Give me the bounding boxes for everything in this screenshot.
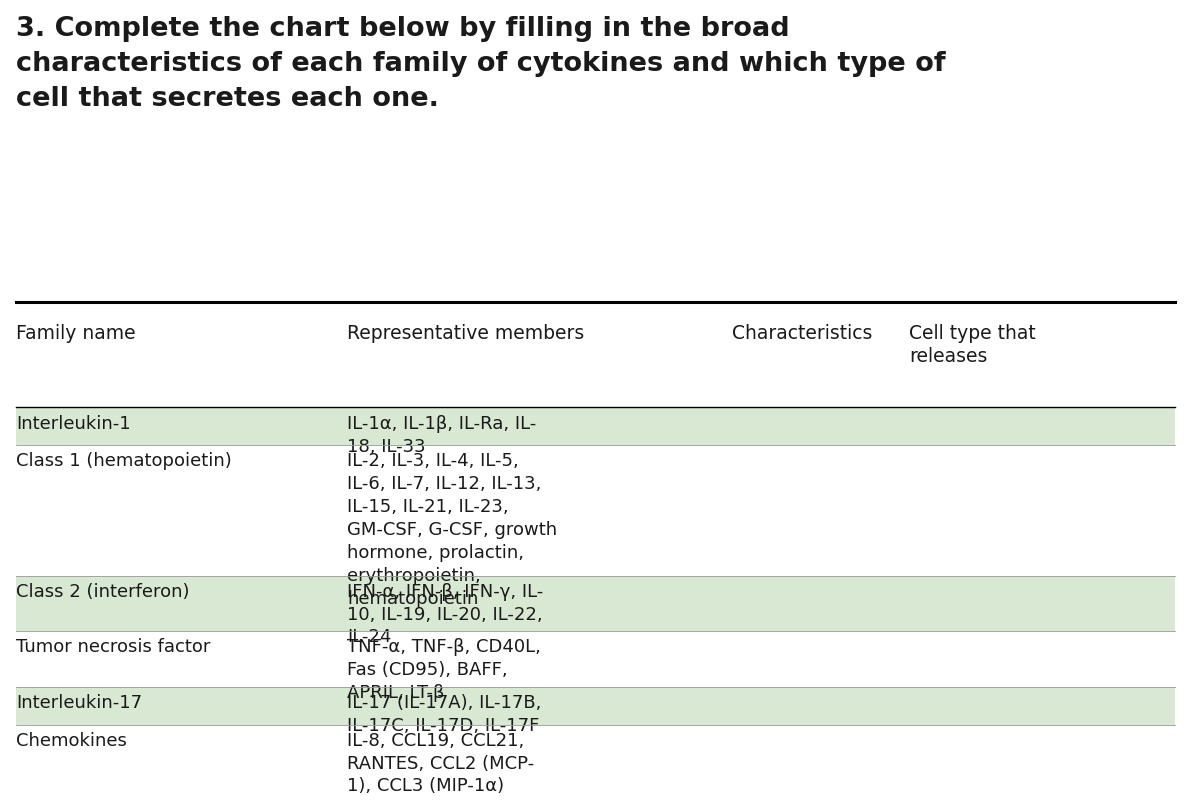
Text: Interleukin-1: Interleukin-1 <box>16 415 131 433</box>
Bar <box>16 576 1175 632</box>
Text: Characteristics: Characteristics <box>732 324 872 343</box>
Text: IL-1α, IL-1β, IL-Ra, IL-
18, IL-33: IL-1α, IL-1β, IL-Ra, IL- 18, IL-33 <box>347 415 536 456</box>
Text: Cell type that
releases: Cell type that releases <box>908 324 1036 366</box>
Text: 3. Complete the chart below by filling in the broad
characteristics of each fami: 3. Complete the chart below by filling i… <box>16 16 946 112</box>
Bar <box>16 688 1175 725</box>
Text: TNF-α, TNF-β, CD40L,
Fas (CD95), BAFF,
APRIL, LT-β: TNF-α, TNF-β, CD40L, Fas (CD95), BAFF, A… <box>347 638 541 702</box>
Text: IL-17 (IL-17A), IL-17B,
IL-17C, IL-17D, IL-17F: IL-17 (IL-17A), IL-17B, IL-17C, IL-17D, … <box>347 694 541 735</box>
Text: Class 2 (interferon): Class 2 (interferon) <box>16 582 190 600</box>
Text: IFN-α, IFN-β, IFN-γ, IL-
10, IL-19, IL-20, IL-22,
IL-24: IFN-α, IFN-β, IFN-γ, IL- 10, IL-19, IL-2… <box>347 582 544 646</box>
Text: Class 1 (hematopoietin): Class 1 (hematopoietin) <box>16 452 232 470</box>
Text: IL-2, IL-3, IL-4, IL-5,
IL-6, IL-7, IL-12, IL-13,
IL-15, IL-21, IL-23,
GM-CSF, G: IL-2, IL-3, IL-4, IL-5, IL-6, IL-7, IL-1… <box>347 452 557 608</box>
Text: Tumor necrosis factor: Tumor necrosis factor <box>16 638 210 656</box>
Text: Family name: Family name <box>16 324 136 343</box>
Text: Interleukin-17: Interleukin-17 <box>16 694 142 712</box>
Bar <box>16 408 1175 446</box>
Text: Representative members: Representative members <box>347 324 584 343</box>
Text: Chemokines: Chemokines <box>16 731 127 749</box>
Text: IL-8, CCL19, CCL21,
RANTES, CCL2 (MCP-
1), CCL3 (MIP-1α): IL-8, CCL19, CCL21, RANTES, CCL2 (MCP- 1… <box>347 731 534 795</box>
